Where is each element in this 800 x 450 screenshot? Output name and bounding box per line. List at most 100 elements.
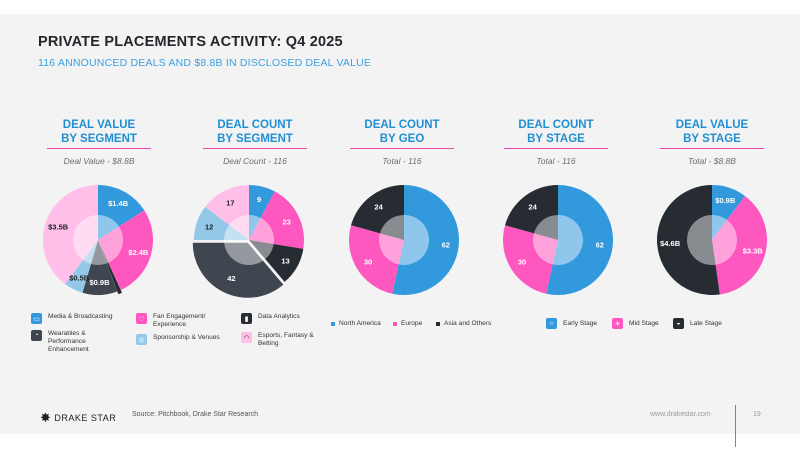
slice-label: 30 bbox=[518, 258, 526, 267]
slice-label: 12 bbox=[205, 223, 213, 232]
pie-slice bbox=[99, 242, 122, 295]
panel-title: DEAL COUNT BY SEGMENT bbox=[217, 119, 293, 145]
slice-label: 24 bbox=[528, 203, 537, 212]
pie-inner-slice bbox=[552, 215, 583, 265]
legend-label: Europe bbox=[401, 320, 423, 327]
pie-inner-slice bbox=[98, 215, 120, 240]
divider bbox=[47, 148, 151, 149]
slice-label: $3.3B bbox=[743, 246, 764, 255]
panel-deal-count-stage: DEAL COUNT BY STAGE Total - 116 bbox=[486, 118, 626, 166]
legend-label: Esports, Fantasy & Betting bbox=[258, 332, 314, 347]
pie-slice bbox=[249, 240, 304, 282]
divider bbox=[203, 148, 307, 149]
pie-inner-slice bbox=[533, 233, 558, 265]
chart-icon: ▮ bbox=[241, 313, 252, 324]
slice-label: $0.9B bbox=[89, 278, 110, 287]
legend-swatch bbox=[331, 322, 335, 326]
panel-title: DEAL COUNT BY GEO bbox=[364, 119, 440, 145]
page-title: PRIVATE PLACEMENTS ACTIVITY: Q4 2025 bbox=[38, 34, 343, 50]
pie-inner-slice bbox=[398, 215, 429, 265]
slice-label: $4.6B bbox=[660, 239, 681, 248]
pie-slice bbox=[249, 184, 275, 240]
slice-label: 62 bbox=[442, 241, 450, 250]
slice-label: 24 bbox=[374, 203, 383, 212]
panel-subtitle: Total - $8.8B bbox=[688, 156, 736, 166]
slice-label: $0.9B bbox=[715, 196, 736, 205]
panel-subtitle: Total - 116 bbox=[382, 156, 422, 166]
pie-slice bbox=[194, 206, 249, 240]
slice-label: 17 bbox=[226, 198, 234, 207]
slice-label: 13 bbox=[281, 257, 289, 266]
legend-item-wearables: ◔ Wearables & Performance Enhancement bbox=[31, 330, 121, 354]
pie-chart-4: $0.9B $3.3B $4.6B bbox=[657, 184, 767, 295]
legend-label: Wearables & Performance Enhancement bbox=[48, 330, 89, 353]
legend-item-esports: ◠ Esports, Fantasy & Betting bbox=[241, 332, 326, 348]
panel-deal-value-stage: DEAL VALUE BY STAGE Total - $8.8B bbox=[642, 118, 782, 166]
slice-label: 23 bbox=[282, 217, 290, 226]
pie-chart-2: 62 30 24 bbox=[349, 185, 459, 295]
panel-title: DEAL VALUE BY STAGE bbox=[675, 119, 749, 145]
legend-label: Early Stage bbox=[563, 320, 598, 327]
legend-item-europe: Europe bbox=[393, 320, 422, 328]
website-link[interactable]: www.drakestar.com bbox=[650, 411, 711, 418]
divider bbox=[504, 148, 608, 149]
footer-divider bbox=[735, 405, 736, 447]
panel-title: DEAL VALUE BY SEGMENT bbox=[61, 119, 137, 145]
pie-slice bbox=[43, 185, 98, 285]
gauge-icon: ◔ bbox=[31, 330, 42, 341]
divider bbox=[660, 148, 764, 149]
pie-inner-slice bbox=[73, 215, 98, 261]
panel-title: DEAL COUNT BY STAGE bbox=[518, 119, 594, 145]
pie-inner-slice bbox=[379, 215, 404, 240]
legend-label: Sponsorship & Venues bbox=[153, 334, 220, 341]
pie-slice bbox=[82, 240, 118, 296]
pie-inner-slice bbox=[687, 215, 716, 265]
slice-label: $2.4B bbox=[128, 248, 149, 257]
page-number: 19 bbox=[753, 411, 761, 418]
legend-item-sponsorship: ◎ Sponsorship & Venues bbox=[136, 334, 231, 345]
gamepad-icon: ◠ bbox=[241, 332, 252, 343]
sun-icon: ☀ bbox=[612, 318, 623, 329]
pie-slice bbox=[98, 210, 153, 291]
pie-slice bbox=[349, 225, 404, 294]
legend-label: Asia and Others bbox=[444, 320, 492, 327]
pie-inner-slice bbox=[224, 224, 249, 240]
legend-item-north-america: North America bbox=[331, 320, 381, 328]
legend-item-asia: Asia and Others bbox=[436, 320, 491, 328]
pie-slice bbox=[657, 185, 720, 295]
pie-inner-slice bbox=[712, 215, 727, 240]
panel-deal-count-segment: DEAL COUNT BY SEGMENT Deal Count - 116 bbox=[185, 118, 325, 166]
page-subtitle: 116 ANNOUNCED DEALS AND $8.8B IN DISCLOS… bbox=[38, 57, 372, 69]
pie-inner-slice bbox=[249, 217, 274, 245]
pie-slice bbox=[503, 225, 558, 294]
divider bbox=[350, 148, 454, 149]
pie-slice bbox=[546, 185, 613, 295]
legend-item-late-stage: ◒ Late Stage bbox=[673, 318, 722, 329]
pie-slice bbox=[392, 185, 459, 295]
sunrise-icon: ☼ bbox=[546, 318, 557, 329]
pie-inner-slice bbox=[533, 215, 558, 240]
panel-subtitle: Total - 116 bbox=[536, 156, 576, 166]
panel-subtitle: Deal Count - 116 bbox=[223, 156, 287, 166]
legend-label: North America bbox=[339, 320, 381, 327]
slice-label: $0.5B bbox=[69, 274, 90, 283]
pie-inner-slice bbox=[224, 240, 266, 265]
pie-slice bbox=[712, 184, 745, 240]
pie-inner-slice bbox=[229, 214, 249, 240]
pie-inner-slice bbox=[83, 240, 98, 264]
pie-inner-slice bbox=[379, 233, 404, 265]
pie-inner-slice bbox=[249, 215, 261, 240]
drake-star-logo: ✸ DRAKE STAR bbox=[40, 410, 116, 426]
pie-slice bbox=[505, 185, 558, 240]
legend-item-media: ▭ Media & Broadcasting bbox=[31, 313, 113, 324]
slice-label: 62 bbox=[596, 241, 604, 250]
pie-chart-3: 62 30 24 bbox=[503, 185, 613, 295]
pie-inner-slice bbox=[712, 219, 737, 265]
legend-item-fan: ♡ Fan Engagement/ Experience bbox=[136, 313, 231, 329]
panel-deal-value-segment: DEAL VALUE BY SEGMENT Deal Value - $8.8B bbox=[29, 118, 169, 166]
legend-label: Media & Broadcasting bbox=[48, 313, 113, 320]
logo-text: DRAKE STAR bbox=[54, 413, 117, 423]
pie-inner-slice bbox=[98, 240, 109, 264]
venue-icon: ◎ bbox=[136, 334, 147, 345]
